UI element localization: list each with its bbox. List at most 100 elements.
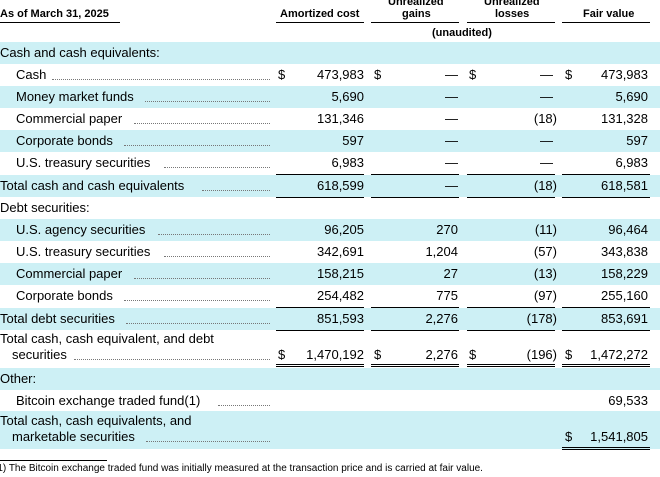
double-rule — [276, 366, 364, 367]
unrealized-gains: 270 — [436, 222, 458, 237]
double-rule — [276, 364, 364, 365]
fair-value: 1,472,272 — [590, 347, 648, 362]
amortized-cost: 158,215 — [317, 266, 364, 281]
unrealized-losses: (18) — [533, 111, 557, 126]
row-label: Total cash and cash equivalents — [0, 178, 185, 193]
fair-value: 6,983 — [615, 155, 648, 170]
total-rule — [276, 330, 364, 331]
double-rule — [562, 449, 650, 450]
header-underline — [467, 22, 555, 23]
unrealized-losses: — — [540, 67, 553, 82]
leader-dots — [158, 234, 270, 235]
fair-value: 853,691 — [601, 311, 648, 326]
total-rule — [467, 197, 555, 198]
col-gains-line1: Unrealized — [388, 0, 444, 8]
leader-dots — [218, 405, 270, 406]
subtotal-rule — [276, 307, 364, 308]
col-losses-line1: Unrealized — [484, 0, 540, 8]
leader-dots — [52, 79, 270, 80]
fair-value: 1,541,805 — [590, 429, 648, 444]
header-underline — [276, 22, 364, 23]
currency-symbol: $ — [469, 347, 477, 362]
unrealized-losses: — — [540, 133, 553, 148]
col-losses-line2: losses — [495, 8, 530, 20]
row-corporate-bonds-debt: Corporate bonds 254,482 775 (97) 255,160 — [0, 285, 660, 307]
row-total-cash-and-debt: Total cash, cash equivalent, and debt se… — [0, 330, 660, 368]
leader-dots — [134, 123, 270, 124]
row-label-line1: Total cash, cash equivalent, and debt — [0, 331, 214, 346]
amortized-cost: 131,346 — [317, 111, 364, 126]
col-amortized-cost: Amortized cost — [280, 8, 360, 20]
header-underline — [0, 22, 120, 23]
unaudited-note: (unaudited) — [432, 27, 492, 39]
fair-value: 131,328 — [601, 111, 648, 126]
amortized-cost: 6,983 — [331, 155, 364, 170]
unrealized-gains: — — [445, 155, 458, 170]
fair-value: 473,983 — [601, 67, 648, 82]
leader-dots — [145, 101, 270, 102]
row-us-agency: U.S. agency securities 96,205 270 (11) 9… — [0, 219, 660, 241]
fair-value: 618,581 — [601, 178, 648, 193]
unrealized-losses: (18) — [533, 178, 557, 193]
total-rule — [276, 197, 364, 198]
amortized-cost: 342,691 — [317, 244, 364, 259]
currency-symbol: $ — [565, 429, 573, 444]
unrealized-losses: (13) — [533, 266, 557, 281]
unrealized-gains: — — [445, 67, 458, 82]
row-us-treasury-debt: U.S. treasury securities 342,691 1,204 (… — [0, 241, 660, 263]
section-cash-equivalents: Cash and cash equivalents: — [0, 42, 660, 64]
currency-symbol: $ — [374, 347, 382, 362]
unrealized-losses: (57) — [533, 244, 557, 259]
total-rule — [562, 330, 650, 331]
row-corporate-bonds: Corporate bonds 597 — — 597 — [0, 130, 660, 152]
row-label: Commercial paper — [16, 266, 123, 281]
double-rule — [467, 364, 555, 365]
header-underline — [371, 22, 459, 23]
row-label: Corporate bonds — [16, 133, 113, 148]
row-cash: Cash $ 473,983 $ — $ — $ 473,983 — [0, 64, 660, 86]
amortized-cost: 597 — [342, 133, 364, 148]
double-rule — [562, 366, 650, 367]
subtotal-rule — [467, 307, 555, 308]
amortized-cost: 254,482 — [317, 288, 364, 303]
subtotal-rule — [467, 174, 555, 175]
row-label: Commercial paper — [16, 111, 123, 126]
unrealized-gains: 1,204 — [425, 244, 458, 259]
row-label: U.S. treasury securities — [16, 155, 151, 170]
fair-value: 69,533 — [608, 393, 648, 408]
unrealized-losses: (97) — [533, 288, 557, 303]
unrealized-losses: (178) — [526, 311, 557, 326]
leader-dots — [202, 190, 270, 191]
unrealized-gains: 27 — [443, 266, 458, 281]
section-label: Cash and cash equivalents: — [0, 45, 160, 60]
unrealized-gains: 2,276 — [425, 311, 458, 326]
total-rule — [371, 197, 459, 198]
fair-value: 96,464 — [608, 222, 648, 237]
subtotal-rule — [562, 307, 650, 308]
currency-symbol: $ — [565, 347, 573, 362]
total-rule — [467, 330, 555, 331]
unrealized-gains: — — [445, 111, 458, 126]
row-commercial-paper-debt: Commercial paper 158,215 27 (13) 158,229 — [0, 263, 660, 285]
leader-dots — [134, 278, 270, 279]
section-label: Debt securities: — [0, 200, 90, 215]
fair-value: 158,229 — [601, 266, 648, 281]
amortized-cost: 618,599 — [317, 178, 364, 193]
currency-symbol: $ — [469, 67, 477, 82]
subtotal-rule — [371, 307, 459, 308]
col-gains-line2: gains — [402, 8, 431, 20]
currency-symbol: $ — [374, 67, 382, 82]
footnote: (1) The Bitcoin exchange traded fund was… — [0, 463, 483, 474]
row-label-line2: marketable securities — [12, 429, 135, 444]
fair-value: 255,160 — [601, 288, 648, 303]
unrealized-gains: 2,276 — [425, 347, 458, 362]
double-rule — [371, 366, 459, 367]
amortized-cost: 1,470,192 — [306, 347, 364, 362]
leader-dots — [164, 256, 270, 257]
col-fair-value: Fair value — [583, 8, 635, 20]
row-us-treasury: U.S. treasury securities 6,983 — — 6,983 — [0, 152, 660, 174]
unrealized-losses: (11) — [534, 222, 557, 237]
amortized-cost: 5,690 — [331, 89, 364, 104]
unrealized-losses: (196) — [526, 347, 557, 362]
double-rule — [562, 447, 650, 448]
